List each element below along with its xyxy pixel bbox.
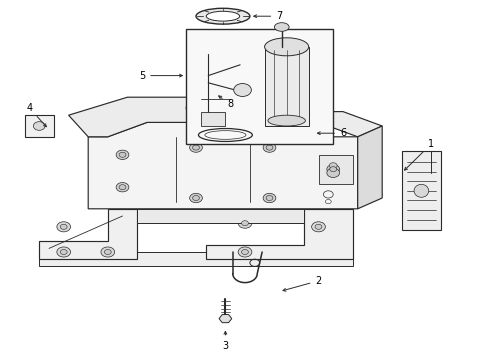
Circle shape [193, 195, 199, 201]
Circle shape [242, 221, 248, 226]
Text: 4: 4 [26, 103, 47, 127]
Ellipse shape [186, 99, 245, 117]
Circle shape [242, 249, 248, 255]
Ellipse shape [274, 23, 289, 31]
Polygon shape [69, 97, 382, 137]
Ellipse shape [206, 11, 240, 21]
Ellipse shape [190, 193, 202, 203]
Polygon shape [24, 115, 54, 137]
Circle shape [234, 84, 251, 96]
Polygon shape [358, 126, 382, 209]
Ellipse shape [327, 165, 340, 174]
Ellipse shape [33, 122, 45, 130]
Ellipse shape [116, 150, 129, 159]
Text: 5: 5 [139, 71, 182, 81]
Ellipse shape [312, 222, 325, 232]
Ellipse shape [196, 8, 250, 24]
Polygon shape [201, 112, 225, 126]
Circle shape [60, 249, 67, 255]
Circle shape [330, 167, 337, 172]
Text: 3: 3 [222, 332, 228, 351]
Text: 8: 8 [219, 96, 233, 109]
Ellipse shape [57, 247, 71, 257]
Text: 6: 6 [318, 128, 346, 138]
Ellipse shape [238, 218, 252, 228]
Text: 1: 1 [405, 139, 434, 170]
Polygon shape [137, 209, 304, 223]
Ellipse shape [265, 38, 309, 56]
Ellipse shape [263, 193, 276, 203]
Circle shape [315, 224, 322, 229]
Polygon shape [265, 47, 309, 126]
Polygon shape [206, 209, 353, 259]
Polygon shape [402, 151, 441, 230]
Polygon shape [88, 122, 358, 209]
Ellipse shape [116, 183, 129, 192]
Circle shape [119, 152, 126, 157]
Ellipse shape [329, 163, 337, 168]
Circle shape [119, 185, 126, 190]
Text: 2: 2 [283, 276, 321, 291]
Circle shape [104, 249, 111, 255]
Ellipse shape [327, 168, 340, 177]
Polygon shape [39, 252, 353, 266]
Ellipse shape [101, 247, 115, 257]
Circle shape [266, 195, 273, 201]
Polygon shape [39, 209, 137, 259]
Text: 7: 7 [254, 11, 282, 21]
Ellipse shape [263, 143, 276, 152]
Ellipse shape [268, 115, 305, 126]
Circle shape [266, 145, 273, 150]
Circle shape [60, 224, 67, 229]
Polygon shape [318, 155, 353, 184]
FancyBboxPatch shape [186, 29, 333, 144]
Ellipse shape [414, 184, 429, 197]
Ellipse shape [57, 222, 71, 232]
Ellipse shape [194, 102, 238, 114]
Ellipse shape [190, 143, 202, 152]
Ellipse shape [238, 247, 252, 257]
Polygon shape [219, 315, 232, 323]
Circle shape [193, 145, 199, 150]
